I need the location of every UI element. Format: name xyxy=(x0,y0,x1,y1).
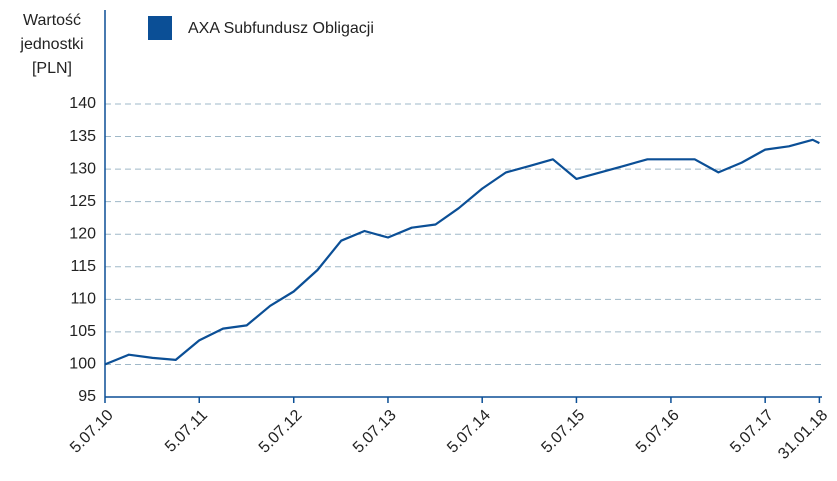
y-tick-label: 110 xyxy=(70,291,96,308)
x-tick-label: 5.07.13 xyxy=(350,407,400,457)
line xyxy=(104,138,820,366)
x-tick-label: 5.07.12 xyxy=(256,407,306,457)
y-axis-title: jednostki xyxy=(19,36,83,53)
x-tick-label: 5.07.16 xyxy=(633,407,683,457)
x-tick-label: 5.07.15 xyxy=(538,407,588,457)
y-tick-label: 120 xyxy=(69,225,96,242)
y-tick-label: 140 xyxy=(69,95,96,112)
y-axis-title: [PLN] xyxy=(32,60,72,77)
y-tick-label: 130 xyxy=(69,160,96,177)
x-tick-label: 31.01.18 xyxy=(775,407,831,463)
y-tick-label: 135 xyxy=(69,128,96,145)
y-axis-title: Wartość xyxy=(23,12,81,29)
legend-label: AXA Subfundusz Obligacji xyxy=(188,20,374,37)
y-tick-label: 95 xyxy=(78,388,96,405)
y-tick-label: 100 xyxy=(69,356,96,373)
y-tick-label: 115 xyxy=(70,258,96,275)
x-tick-label: 5.07.14 xyxy=(444,407,494,457)
x-tick-label: 5.07.17 xyxy=(727,407,777,457)
x-tick-label: 5.07.10 xyxy=(67,407,117,457)
y-tick-label: 105 xyxy=(69,323,96,340)
x-tick-label: 5.07.11 xyxy=(162,407,211,456)
y-tick-label: 125 xyxy=(69,193,96,210)
legend-swatch xyxy=(148,16,172,40)
